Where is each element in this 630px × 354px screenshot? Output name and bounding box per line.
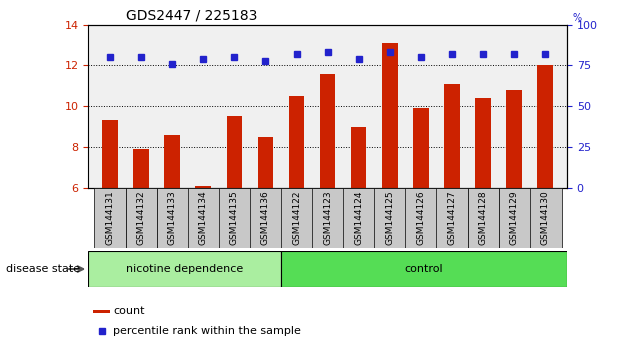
Text: GSM144134: GSM144134 [198, 190, 208, 245]
Bar [382, 43, 398, 188]
Text: GSM144129: GSM144129 [510, 190, 518, 245]
Text: nicotine dependence: nicotine dependence [126, 264, 243, 274]
Bar [125, 188, 158, 248]
Text: control: control [404, 264, 444, 274]
Bar [475, 98, 491, 188]
Bar [351, 127, 367, 188]
Text: GSM144131: GSM144131 [105, 190, 115, 245]
Bar [227, 116, 242, 188]
Bar [320, 74, 335, 188]
Bar [312, 188, 344, 248]
Bar [250, 188, 282, 248]
Bar [157, 188, 188, 248]
Bar [343, 188, 375, 248]
Text: GSM144122: GSM144122 [292, 190, 301, 245]
Text: GSM144123: GSM144123 [323, 190, 332, 245]
Bar [413, 108, 428, 188]
Bar [94, 188, 127, 248]
Bar [164, 135, 180, 188]
Bar [88, 251, 281, 287]
Bar [134, 149, 149, 188]
Text: GSM144132: GSM144132 [137, 190, 146, 245]
Bar [537, 65, 553, 188]
Text: GDS2447 / 225183: GDS2447 / 225183 [126, 9, 258, 23]
Bar [281, 188, 313, 248]
Text: GSM144126: GSM144126 [416, 190, 425, 245]
Bar [93, 310, 110, 313]
Text: GSM144130: GSM144130 [541, 190, 550, 245]
Bar [507, 90, 522, 188]
Text: GSM144133: GSM144133 [168, 190, 176, 245]
Text: percentile rank within the sample: percentile rank within the sample [113, 326, 301, 336]
Text: GSM144125: GSM144125 [386, 190, 394, 245]
Bar [437, 188, 468, 248]
Bar [444, 84, 460, 188]
Bar [467, 188, 500, 248]
Text: GSM144128: GSM144128 [479, 190, 488, 245]
Text: %: % [573, 13, 582, 23]
Bar [258, 137, 273, 188]
Bar [102, 120, 118, 188]
Bar [530, 188, 561, 248]
Bar [195, 185, 211, 188]
Text: count: count [113, 306, 145, 316]
Bar [498, 188, 530, 248]
Bar [188, 188, 220, 248]
Text: GSM144135: GSM144135 [230, 190, 239, 245]
Text: GSM144124: GSM144124 [354, 190, 363, 245]
Text: disease state: disease state [6, 264, 81, 274]
Bar [374, 188, 406, 248]
Bar [281, 251, 567, 287]
Text: GSM144136: GSM144136 [261, 190, 270, 245]
Bar [405, 188, 437, 248]
Bar [289, 96, 304, 188]
Text: GSM144127: GSM144127 [447, 190, 457, 245]
Bar [219, 188, 251, 248]
